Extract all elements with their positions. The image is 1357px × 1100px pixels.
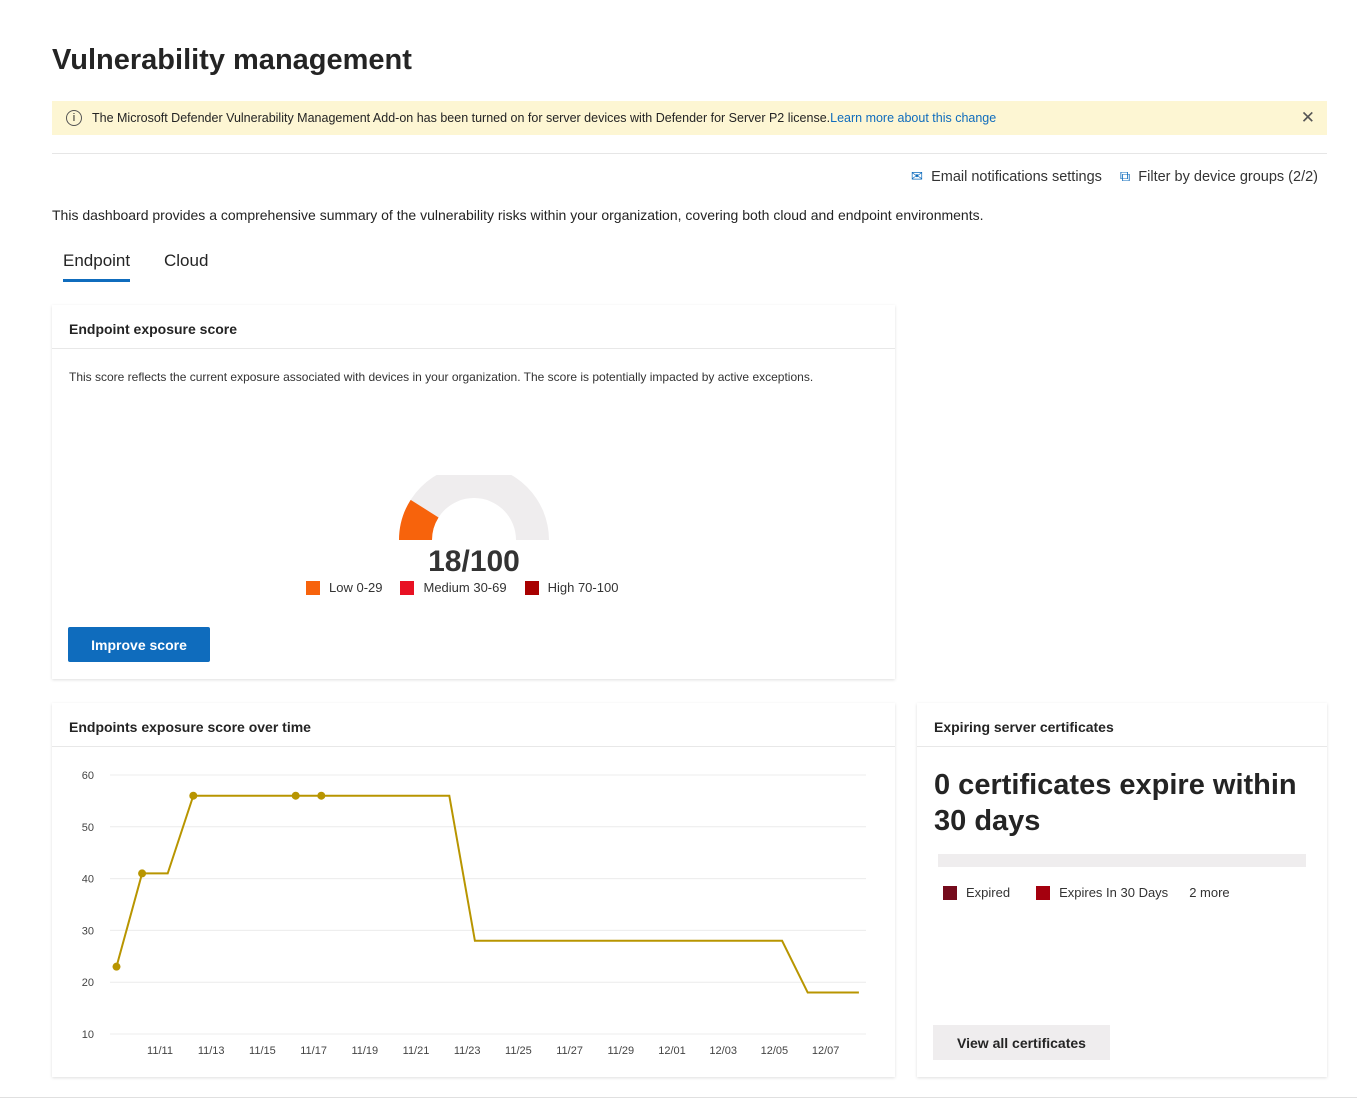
- legend-item-medium: Medium 30-69: [400, 580, 507, 595]
- legend-swatch: [400, 580, 415, 595]
- tab-cloud[interactable]: Cloud: [164, 251, 209, 270]
- data-point[interactable]: [189, 791, 198, 800]
- divider: [0, 1097, 1357, 1098]
- legend-swatch: [306, 580, 320, 595]
- learn-more-link[interactable]: Learn more about this change: [830, 111, 997, 125]
- x-tick-label: 11/13: [198, 1045, 225, 1057]
- divider: [52, 746, 895, 747]
- info-banner: i The Microsoft Defender Vulnerability M…: [52, 101, 1327, 135]
- legend-item-expires-30: Expires In 30 Days: [1036, 885, 1168, 900]
- score-value: 18/100: [428, 545, 520, 578]
- data-point[interactable]: [112, 962, 121, 971]
- banner-text: The Microsoft Defender Vulnerability Man…: [92, 111, 831, 125]
- device-groups-icon: ⧉: [1119, 169, 1131, 185]
- certificates-legend: Expired Expires In 30 Days 2 more: [943, 885, 1230, 900]
- gauge-fill: [399, 499, 439, 540]
- card-title: Endpoints exposure score over time: [69, 719, 311, 735]
- gauge-legend: Low 0-29 Medium 30-69 High 70-100: [306, 580, 618, 595]
- filter-device-groups-button[interactable]: ⧉ Filter by device groups (2/2): [1119, 169, 1318, 185]
- dashboard-description: This dashboard provides a comprehensive …: [52, 207, 984, 223]
- improve-score-button[interactable]: Improve score: [68, 627, 210, 662]
- y-tick-label: 50: [82, 822, 94, 834]
- data-point[interactable]: [138, 869, 147, 878]
- certificates-bar: [938, 854, 1306, 867]
- x-tick-label: 12/05: [761, 1045, 789, 1057]
- legend-item-expired: Expired: [943, 885, 1010, 900]
- tab-endpoint[interactable]: Endpoint: [63, 251, 131, 282]
- page-title: Vulnerability management: [52, 44, 412, 76]
- view-all-certificates-button[interactable]: View all certificates: [933, 1025, 1110, 1060]
- y-tick-label: 40: [82, 874, 94, 886]
- x-tick-label: 11/19: [351, 1045, 378, 1057]
- x-tick-label: 12/01: [658, 1045, 686, 1057]
- x-tick-label: 12/07: [812, 1045, 840, 1057]
- divider: [917, 746, 1327, 747]
- x-tick-label: 11/27: [556, 1045, 583, 1057]
- info-icon: i: [66, 110, 82, 126]
- endpoint-exposure-card: Endpoint exposure score This score refle…: [52, 305, 895, 679]
- legend-swatch: [1036, 885, 1051, 900]
- x-tick-label: 11/15: [249, 1045, 276, 1057]
- expiring-certificates-card: Expiring server certificates 0 certifica…: [917, 703, 1327, 1077]
- legend-item-low: Low 0-29: [306, 580, 382, 595]
- y-tick-label: 60: [82, 770, 94, 782]
- legend-swatch: [943, 885, 957, 900]
- x-tick-label: 11/23: [454, 1045, 481, 1057]
- y-tick-label: 20: [82, 977, 94, 989]
- mail-settings-icon: ✉: [910, 169, 924, 185]
- exposure-line-chart: 60 50 40 30 20 10 11/11 11/13 11/15 11/17 11/19 11/…: [82, 770, 866, 1057]
- card-description: This score reflects the current exposure…: [69, 370, 814, 384]
- divider: [52, 153, 1327, 154]
- exposure-over-time-card: Endpoints exposure score over time 60 50 4…: [52, 703, 895, 1077]
- card-title: Expiring server certificates: [934, 719, 1114, 735]
- close-icon[interactable]: ✕: [1300, 108, 1315, 127]
- legend-item-high: High 70-100: [524, 580, 618, 595]
- y-tick-label: 10: [82, 1029, 94, 1041]
- gauge-track: [399, 475, 549, 540]
- email-notifications-button[interactable]: ✉ Email notifications settings: [910, 169, 1102, 185]
- toolbar: ✉ Email notifications settings ⧉ Filter by…: [911, 169, 1318, 185]
- certificates-headline: 0 certificates expire within 30 days: [934, 769, 1297, 837]
- divider: [52, 348, 895, 349]
- data-point[interactable]: [291, 791, 300, 800]
- legend-swatch: [524, 580, 539, 595]
- series-line: [115, 794, 859, 994]
- x-tick-label: 11/11: [147, 1045, 173, 1057]
- data-point[interactable]: [317, 791, 326, 800]
- exposure-gauge: [399, 475, 549, 540]
- x-tick-label: 11/17: [300, 1045, 327, 1057]
- x-tick-label: 12/03: [709, 1045, 737, 1057]
- legend-more-button[interactable]: 2 more: [1189, 885, 1230, 900]
- card-title: Endpoint exposure score: [69, 321, 238, 337]
- y-tick-label: 30: [82, 925, 94, 937]
- x-tick-label: 11/25: [505, 1045, 532, 1057]
- x-tick-label: 11/21: [403, 1045, 430, 1057]
- x-tick-label: 11/29: [607, 1045, 634, 1057]
